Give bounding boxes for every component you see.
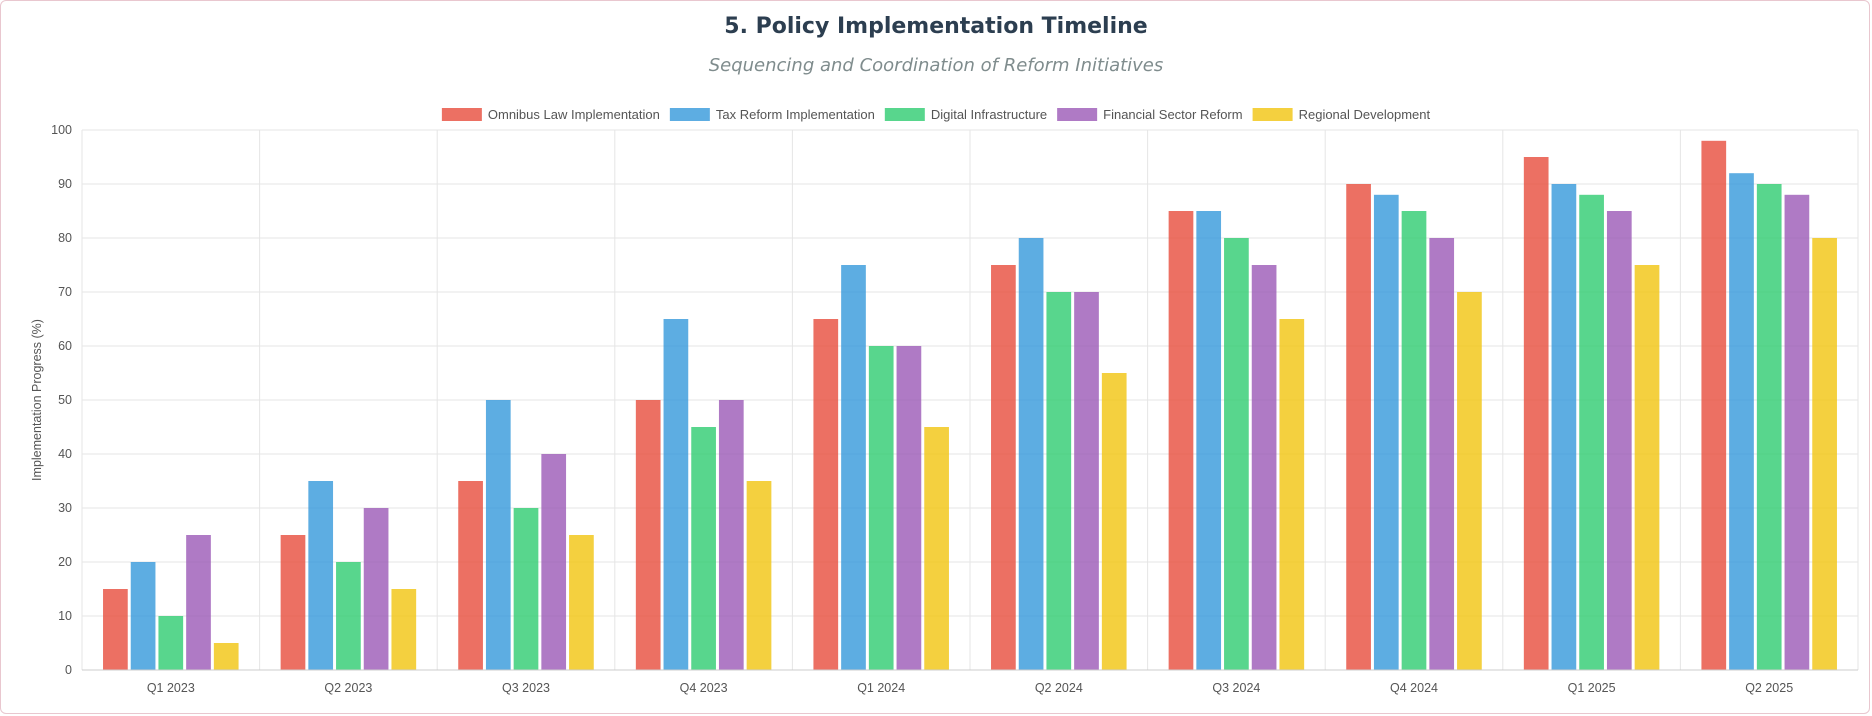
bar[interactable] xyxy=(1373,194,1399,671)
bar[interactable] xyxy=(1606,211,1632,670)
x-tick-label: Q1 2023 xyxy=(147,681,195,695)
bar[interactable] xyxy=(718,400,744,670)
legend-label[interactable]: Digital Infrastructure xyxy=(931,107,1047,122)
legend-swatch[interactable] xyxy=(1252,108,1293,121)
chart-subtitle: Sequencing and Coordination of Reform In… xyxy=(708,55,1164,76)
bar[interactable] xyxy=(1046,292,1072,670)
x-tick-label: Q2 2024 xyxy=(1035,681,1083,695)
bar[interactable] xyxy=(1634,265,1660,670)
y-tick-label: 70 xyxy=(58,285,72,299)
bar[interactable] xyxy=(635,400,661,670)
bar[interactable] xyxy=(1551,184,1577,670)
bar[interactable] xyxy=(896,346,922,670)
legend-swatch[interactable] xyxy=(669,108,710,121)
x-tick-label: Q2 2025 xyxy=(1745,681,1793,695)
bar[interactable] xyxy=(541,454,567,670)
bar[interactable] xyxy=(1701,140,1727,671)
legend-swatch[interactable] xyxy=(441,108,482,121)
bar[interactable] xyxy=(130,562,156,670)
bar[interactable] xyxy=(158,616,184,670)
bar[interactable] xyxy=(1196,211,1222,670)
bar[interactable] xyxy=(991,265,1016,670)
y-tick-label: 0 xyxy=(65,663,72,677)
bar[interactable] xyxy=(485,400,511,670)
bar[interactable] xyxy=(1523,157,1549,670)
y-tick-label: 30 xyxy=(58,501,72,515)
bar[interactable] xyxy=(868,346,894,670)
bar[interactable] xyxy=(391,589,417,670)
bar[interactable] xyxy=(1224,238,1249,670)
x-tick-label: Q2 2023 xyxy=(324,681,372,695)
bar[interactable] xyxy=(1579,194,1604,671)
y-axis-label: Implementation Progress (%) xyxy=(30,319,44,481)
legend-swatch[interactable] xyxy=(884,108,925,121)
legend-label[interactable]: Omnibus Law Implementation xyxy=(488,107,660,122)
bar[interactable] xyxy=(1018,238,1044,670)
y-tick-label: 90 xyxy=(58,177,72,191)
bar[interactable] xyxy=(1457,292,1482,670)
bar[interactable] xyxy=(813,319,839,670)
x-tick-label: Q4 2024 xyxy=(1390,681,1438,695)
x-tick-label: Q1 2025 xyxy=(1568,681,1616,695)
bar[interactable] xyxy=(691,427,716,670)
y-tick-label: 60 xyxy=(58,339,72,353)
bar[interactable] xyxy=(1429,238,1455,670)
axes: 0 10 20 30 40 50 60 70 80 90 100 Q1 2023 Q2 2023 Q3 2… xyxy=(51,123,1858,695)
y-tick-label: 100 xyxy=(51,123,72,137)
bar[interactable] xyxy=(1729,173,1754,670)
bar[interactable] xyxy=(213,643,239,670)
bars xyxy=(103,140,1837,671)
bar[interactable] xyxy=(569,535,594,670)
bar[interactable] xyxy=(513,508,539,670)
y-tick-label: 10 xyxy=(58,609,72,623)
legend-label[interactable]: Regional Development xyxy=(1299,107,1431,122)
bar[interactable] xyxy=(663,319,689,670)
y-tick-label: 80 xyxy=(58,231,72,245)
chart-title: 5. Policy Implementation Timeline xyxy=(724,14,1148,39)
y-tick-label: 40 xyxy=(58,447,72,461)
bar[interactable] xyxy=(458,481,483,670)
bar[interactable] xyxy=(1074,292,1099,670)
bar[interactable] xyxy=(1812,238,1837,670)
bar[interactable] xyxy=(924,427,949,670)
bar[interactable] xyxy=(1401,211,1427,670)
bar[interactable] xyxy=(308,481,334,670)
legend: Omnibus Law Implementation Tax Reform Imp… xyxy=(441,107,1431,122)
legend-label[interactable]: Tax Reform Implementation xyxy=(716,107,875,122)
x-tick-label: Q3 2023 xyxy=(502,681,550,695)
bar[interactable] xyxy=(841,265,866,670)
bar[interactable] xyxy=(363,508,389,670)
bar[interactable] xyxy=(1346,184,1371,670)
bar[interactable] xyxy=(746,481,772,670)
bar[interactable] xyxy=(103,589,128,670)
bar[interactable] xyxy=(1784,194,1810,671)
y-tick-label: 50 xyxy=(58,393,72,407)
bar[interactable] xyxy=(336,562,361,670)
x-tick-label: Q1 2024 xyxy=(857,681,905,695)
bar[interactable] xyxy=(1756,184,1782,670)
y-tick-label: 20 xyxy=(58,555,72,569)
bar[interactable] xyxy=(1168,211,1194,670)
legend-label[interactable]: Financial Sector Reform xyxy=(1103,107,1242,122)
bar[interactable] xyxy=(186,535,211,670)
bar[interactable] xyxy=(1251,265,1277,670)
bar[interactable] xyxy=(1279,319,1305,670)
bar[interactable] xyxy=(1101,373,1127,670)
x-tick-label: Q3 2024 xyxy=(1212,681,1260,695)
legend-swatch[interactable] xyxy=(1057,108,1098,121)
bar[interactable] xyxy=(280,535,306,670)
x-tick-label: Q4 2023 xyxy=(680,681,728,695)
